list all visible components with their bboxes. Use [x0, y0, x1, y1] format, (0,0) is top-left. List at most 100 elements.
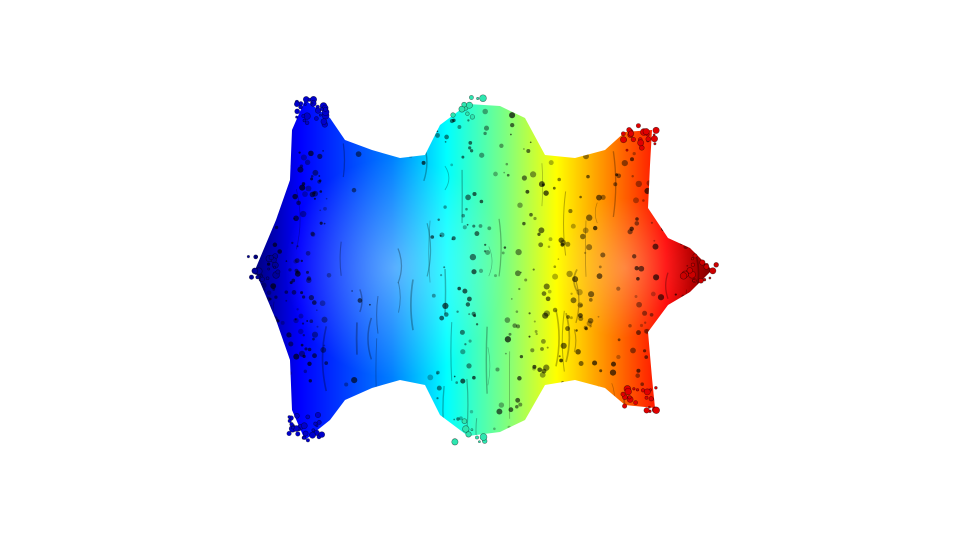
- speckle: [565, 326, 571, 332]
- speckle: [634, 221, 640, 226]
- speckle: [436, 130, 439, 133]
- speckle: [475, 323, 479, 326]
- speckle: [575, 349, 581, 355]
- speckle: [304, 347, 308, 351]
- speckle: [322, 150, 324, 152]
- speckle: [421, 160, 426, 165]
- speckle: [312, 337, 315, 341]
- speckle: [300, 210, 307, 218]
- speckle: [548, 237, 553, 242]
- edge-speckle: [652, 406, 660, 414]
- speckle: [294, 268, 299, 273]
- speckle: [685, 326, 688, 329]
- speckle: [437, 218, 440, 221]
- speckle: [696, 246, 700, 250]
- speckle: [456, 310, 459, 313]
- speckle: [464, 343, 467, 346]
- speckle: [635, 217, 639, 221]
- speckle: [529, 141, 532, 144]
- ripple-stroke: [684, 289, 687, 344]
- ripple-stroke: [665, 272, 669, 299]
- edge-speckle: [708, 276, 712, 280]
- ripple-stroke: [403, 415, 406, 440]
- speckle: [684, 202, 689, 208]
- speckle: [310, 175, 314, 178]
- ripple-stroke: [612, 151, 617, 218]
- edge-speckle: [692, 253, 698, 259]
- speckle: [257, 347, 263, 354]
- speckle: [655, 158, 661, 163]
- speckle: [318, 175, 321, 177]
- edge-speckle: [653, 142, 657, 146]
- speckle: [661, 225, 667, 232]
- speckle: [650, 291, 656, 297]
- ripple-stroke: [584, 220, 587, 277]
- speckle: [557, 258, 560, 260]
- speckle: [613, 182, 618, 187]
- speckle: [552, 186, 556, 190]
- speckle: [653, 175, 656, 178]
- speckle: [465, 207, 468, 211]
- speckle: [543, 283, 550, 290]
- speckle: [675, 332, 679, 336]
- speckle: [631, 175, 634, 178]
- speckle: [664, 381, 669, 386]
- speckle: [298, 313, 304, 319]
- speckle: [684, 354, 687, 357]
- speckle: [699, 321, 705, 326]
- fractal-body: [246, 94, 719, 446]
- edge-speckle: [268, 255, 274, 261]
- speckle: [274, 295, 278, 299]
- speckle: [639, 323, 644, 328]
- speckle: [636, 277, 640, 281]
- edge-speckle: [692, 279, 696, 283]
- speckle: [369, 303, 371, 306]
- speckle: [545, 296, 551, 302]
- ripple-stroke: [594, 202, 598, 224]
- speckle: [443, 266, 446, 269]
- speckle: [529, 171, 537, 178]
- speckle: [698, 136, 703, 141]
- edge-speckle: [648, 405, 651, 409]
- edge-speckle: [713, 262, 719, 268]
- speckle: [496, 408, 503, 415]
- speckle: [299, 184, 306, 191]
- edge-speckle: [643, 388, 651, 396]
- speckle: [670, 310, 675, 315]
- speckle: [287, 371, 292, 376]
- ripple-stroke: [498, 218, 502, 277]
- speckle: [351, 377, 358, 384]
- speckle: [598, 265, 602, 269]
- edge-speckle: [686, 267, 693, 274]
- ripple-stroke: [398, 282, 401, 313]
- speckle: [458, 416, 463, 421]
- speckle: [291, 278, 296, 283]
- speckle: [533, 216, 537, 221]
- speckle: [670, 372, 677, 379]
- speckle: [630, 347, 636, 354]
- speckle: [285, 299, 288, 302]
- speckle: [670, 373, 677, 380]
- speckle: [528, 312, 531, 315]
- edge-speckle: [698, 277, 704, 284]
- speckle: [499, 143, 504, 148]
- speckle: [683, 355, 686, 359]
- edge-speckle: [267, 267, 271, 271]
- speckle: [515, 248, 522, 256]
- speckle: [694, 158, 698, 162]
- edge-speckle: [465, 101, 473, 109]
- speckle: [312, 169, 319, 176]
- speckle: [436, 370, 440, 375]
- edge-speckle: [260, 274, 264, 278]
- speckle: [653, 274, 660, 281]
- speckle: [297, 166, 304, 173]
- speckle: [469, 253, 477, 261]
- speckle: [583, 251, 587, 255]
- speckle: [319, 221, 323, 225]
- speckle: [323, 222, 326, 225]
- edge-speckle: [294, 108, 300, 115]
- edge-speckle: [314, 116, 319, 121]
- speckle: [268, 175, 273, 181]
- speckle: [525, 189, 530, 194]
- speckle: [686, 147, 691, 153]
